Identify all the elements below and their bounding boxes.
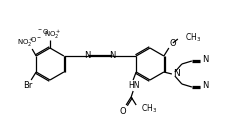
Text: N: N <box>202 81 208 91</box>
Text: $^-$O: $^-$O <box>36 28 50 37</box>
Text: N: N <box>109 51 115 60</box>
Text: CH$_3$: CH$_3$ <box>185 32 201 44</box>
Text: CH$_3$: CH$_3$ <box>141 103 157 115</box>
Text: O$^-$: O$^-$ <box>30 34 42 43</box>
Text: N: N <box>84 51 91 60</box>
Text: O: O <box>120 107 127 116</box>
Text: Br: Br <box>23 81 33 91</box>
Text: HN: HN <box>128 81 140 91</box>
Text: O: O <box>170 39 176 48</box>
Text: NO$_2^+$: NO$_2^+$ <box>17 37 35 49</box>
Text: N: N <box>202 56 208 64</box>
Text: NO$_2^+$: NO$_2^+$ <box>44 29 62 41</box>
Text: N: N <box>173 70 180 78</box>
